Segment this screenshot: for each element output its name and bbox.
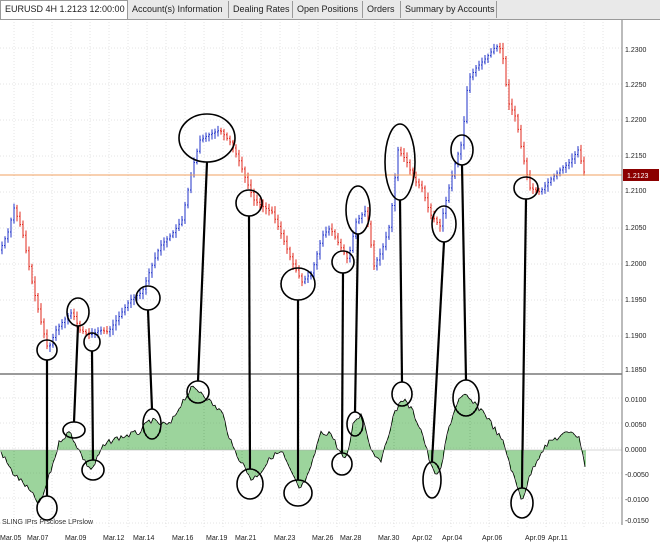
connector-line: [398, 199, 404, 383]
price-tick-label: 1.2200: [625, 117, 647, 124]
chart-area[interactable]: 1.2300 1.2250 1.2200 1.2150 1.2100 1.205…: [0, 20, 660, 545]
connector-line: [353, 233, 360, 413]
price-tick-label: 1.2150: [625, 153, 647, 160]
time-tick-label: Mar.07: [27, 535, 49, 542]
indicator-line: [0, 385, 586, 504]
time-tick-label: Mar.12: [103, 535, 125, 542]
price-axis: 1.2300 1.2250 1.2200 1.2150 1.2100 1.205…: [625, 47, 647, 374]
connector-line: [247, 215, 252, 470]
time-tick-label: Apr.02: [412, 535, 432, 542]
price-tick-label: 1.1850: [625, 367, 647, 374]
connector-line: [72, 325, 80, 423]
current-price-label: 1.2123: [627, 173, 649, 180]
time-tick-label: Apr.04: [442, 535, 462, 542]
price-tick-label: 1.1950: [625, 297, 647, 304]
time-tick-label: Mar.05: [0, 535, 22, 542]
time-tick-label: Mar.21: [235, 535, 257, 542]
current-price-badge: [623, 169, 659, 181]
indicator-histogram: [0, 386, 586, 503]
time-tick-label: Mar.14: [133, 535, 155, 542]
time-axis: Mar.05 Mar.07 Mar.09 Mar.12 Mar.14 Mar.1…: [0, 535, 568, 542]
time-tick-label: Apr.11: [548, 535, 568, 542]
time-tick-label: Mar.23: [274, 535, 296, 542]
tab-bar: EURUSD 4H 1.2123 12:00:00 Account(s) Inf…: [0, 0, 660, 20]
time-tick-label: Apr.09: [525, 535, 545, 542]
chart-grid: [0, 22, 622, 528]
price-tick-label: 1.2000: [625, 261, 647, 268]
price-axis-background: [622, 20, 660, 545]
indicator-tick-label: 0.0050: [625, 422, 647, 429]
tab-open-positions[interactable]: Open Positions: [293, 1, 363, 18]
time-tick-label: Mar.28: [340, 535, 362, 542]
pattern-annotations: [36, 113, 539, 521]
tab-orders[interactable]: Orders: [363, 1, 401, 18]
indicator-tick-label: 0.0000: [625, 447, 647, 454]
time-tick-label: Apr.06: [482, 535, 502, 542]
price-tick-label: 1.2300: [625, 47, 647, 54]
connector-line: [460, 164, 468, 381]
tab-eurusd-chart[interactable]: EURUSD 4H 1.2123 12:00:00: [0, 0, 128, 19]
connector-line: [340, 272, 345, 454]
connector-line: [520, 198, 528, 489]
indicator-tick-label: -0.0150: [625, 518, 649, 525]
connector-line: [196, 161, 209, 382]
indicator-tick-label: -0.0050: [625, 472, 649, 479]
time-tick-label: Mar.16: [172, 535, 194, 542]
indicator-tick-label: -0.0100: [625, 497, 649, 504]
connector-line: [146, 309, 154, 410]
connector-line: [90, 350, 95, 461]
indicator-axis: 0.0100 0.0050 0.0000 -0.0050 -0.0100 -0.…: [625, 397, 649, 525]
chart-background: [0, 20, 660, 545]
price-tick-label: 1.1900: [625, 333, 647, 340]
price-tick-label: 1.2100: [625, 188, 647, 195]
tab-account-information[interactable]: Account(s) Information: [128, 1, 229, 18]
indicator-tick-label: 0.0100: [625, 397, 647, 404]
time-tick-label: Mar.30: [378, 535, 400, 542]
time-tick-label: Mar.09: [65, 535, 87, 542]
time-tick-label: Mar.26: [312, 535, 334, 542]
connector-line: [430, 241, 446, 463]
price-tick-label: 1.2050: [625, 225, 647, 232]
tab-summary-by-accounts[interactable]: Summary by Accounts: [401, 1, 497, 18]
indicator-name-label: SLING IPrs Prsclose LPrslow: [2, 519, 94, 526]
time-tick-label: Mar.19: [206, 535, 228, 542]
price-tick-label: 1.2250: [625, 82, 647, 89]
tab-dealing-rates[interactable]: Dealing Rates: [229, 1, 293, 18]
